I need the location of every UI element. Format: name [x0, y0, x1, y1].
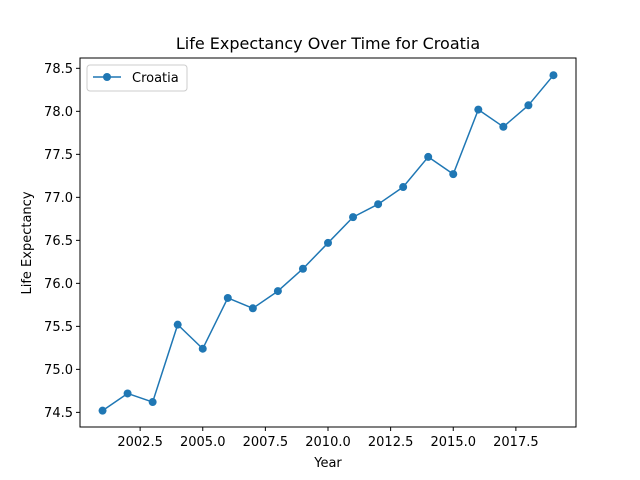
y-tick-label: 78.5 — [44, 62, 73, 77]
y-axis-ticks: 74.5 75.0 75.5 76.0 76.5 77.0 77.5 78.0 78.5 — [44, 62, 80, 421]
data-point — [98, 406, 107, 415]
data-point — [324, 238, 332, 247]
y-axis-label: Life Expectancy — [20, 191, 35, 294]
legend-label-croatia: Croatia — [132, 71, 179, 86]
y-tick-label: 74.5 — [44, 406, 73, 421]
y-tick-label: 77.0 — [44, 191, 73, 206]
data-point — [449, 170, 458, 179]
x-axis-label: Year — [313, 456, 342, 471]
data-point — [173, 320, 182, 329]
x-tick-label: 2012.5 — [368, 435, 414, 450]
series-layer — [98, 71, 558, 415]
x-tick-label: 2017.5 — [493, 435, 539, 450]
y-tick-label: 78.0 — [44, 105, 73, 120]
y-tick-label: 76.0 — [44, 277, 73, 292]
y-tick-label: 75.5 — [44, 320, 73, 335]
legend: Croatia — [86, 64, 188, 92]
x-tick-label: 2007.5 — [243, 435, 289, 450]
x-axis-ticks: 2002.5 2005.0 2007.5 2010.0 2012.5 2015.0 2017… — [117, 427, 539, 450]
y-tick-label: 77.5 — [44, 148, 73, 163]
data-point — [148, 398, 157, 407]
y-tick-label: 75.0 — [44, 363, 73, 378]
x-tick-label: 2002.5 — [117, 435, 163, 450]
data-point — [524, 101, 533, 110]
y-tick-label: 76.5 — [44, 234, 73, 249]
data-point — [298, 264, 307, 273]
x-tick-label: 2010.0 — [305, 435, 351, 450]
x-tick-label: 2005.0 — [180, 435, 226, 450]
data-point — [198, 344, 207, 353]
data-point — [374, 200, 383, 209]
x-tick-label: 2015.0 — [431, 435, 477, 450]
data-point — [223, 293, 232, 302]
legend-box — [86, 64, 188, 92]
data-point — [248, 304, 257, 313]
legend-marker-croatia — [103, 73, 111, 81]
data-point — [474, 105, 483, 114]
data-point — [424, 152, 433, 161]
plot-frame — [79, 57, 577, 428]
data-point — [399, 183, 408, 192]
data-point — [549, 71, 558, 80]
data-point — [273, 287, 282, 296]
data-point — [349, 213, 358, 222]
chart-title: Life Expectancy Over Time for Croatia — [176, 34, 480, 53]
data-point — [123, 389, 132, 398]
data-point — [499, 122, 508, 131]
